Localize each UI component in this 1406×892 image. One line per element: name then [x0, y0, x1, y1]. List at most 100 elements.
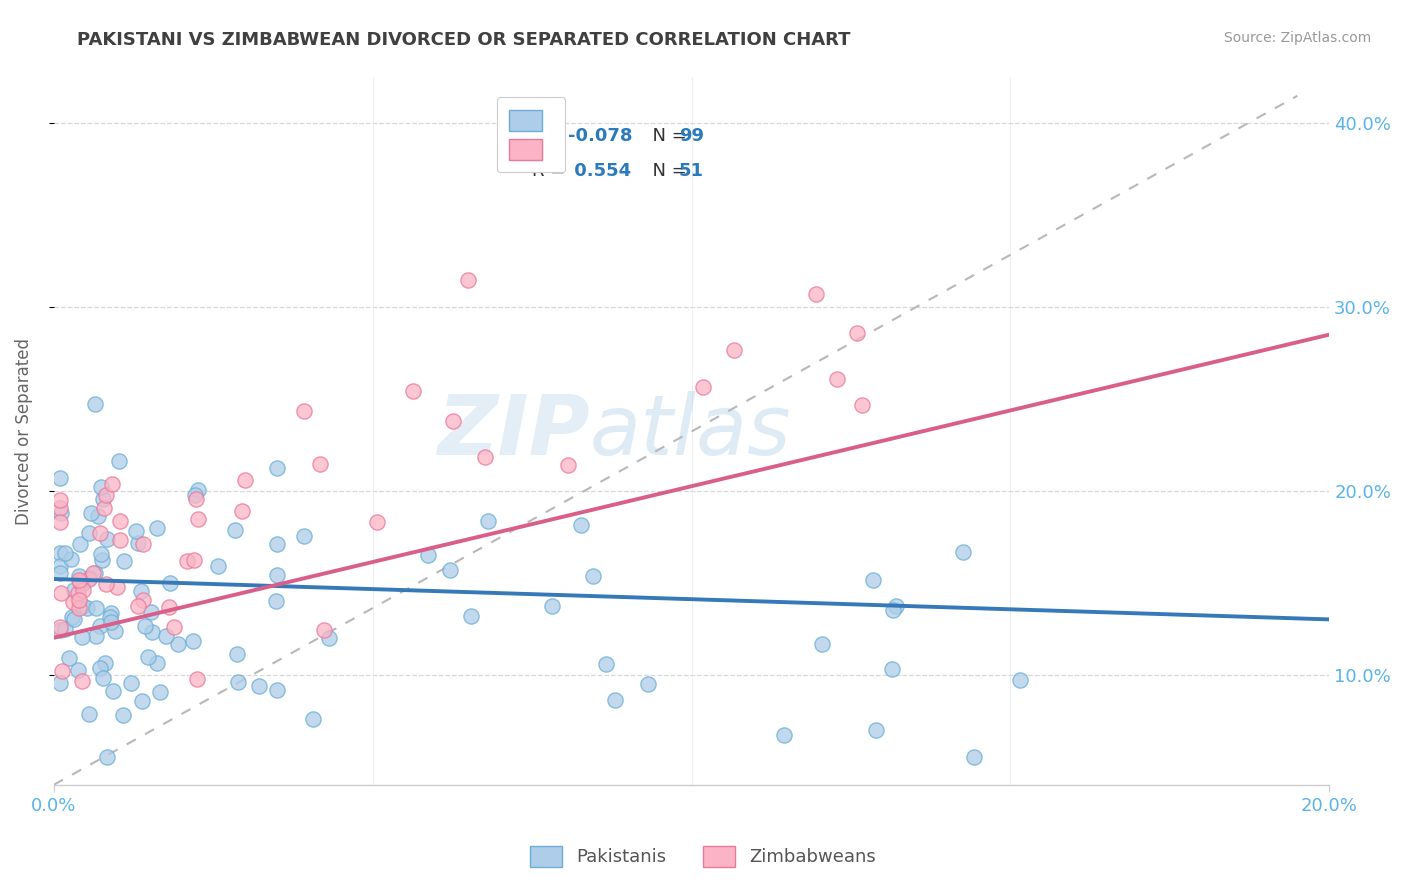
Text: N =: N =	[641, 127, 692, 145]
Point	[72, 599, 94, 613]
Point	[66, 663, 89, 677]
Text: ZIP: ZIP	[437, 391, 589, 472]
Point	[884, 599, 907, 614]
Point	[49, 624, 72, 638]
Point	[557, 458, 579, 472]
Text: 51: 51	[679, 162, 704, 180]
Point	[865, 723, 887, 737]
Point	[146, 521, 169, 535]
Point	[70, 630, 93, 644]
Point	[162, 619, 184, 633]
Text: R =: R =	[531, 162, 571, 180]
Point	[181, 633, 204, 648]
Point	[83, 566, 105, 580]
Point	[125, 524, 148, 538]
Point	[66, 586, 89, 600]
Point	[70, 576, 93, 591]
Text: atlas: atlas	[589, 391, 792, 472]
Point	[127, 535, 149, 549]
Point	[108, 533, 131, 548]
Point	[49, 619, 72, 633]
Point	[53, 623, 76, 637]
Point	[89, 619, 111, 633]
Point	[100, 606, 122, 620]
Point	[292, 403, 315, 417]
Point	[79, 571, 101, 585]
Text: Source: ZipAtlas.com: Source: ZipAtlas.com	[1223, 31, 1371, 45]
Point	[851, 398, 873, 412]
Point	[127, 599, 149, 614]
Point	[60, 610, 83, 624]
Text: N =: N =	[641, 162, 692, 180]
Point	[637, 677, 659, 691]
Point	[266, 568, 288, 582]
Point	[224, 524, 246, 538]
Point	[49, 566, 72, 580]
Point	[79, 506, 101, 520]
Point	[266, 460, 288, 475]
Point	[49, 558, 72, 573]
Point	[187, 511, 209, 525]
Point	[692, 380, 714, 394]
Point	[89, 525, 111, 540]
Point	[457, 272, 479, 286]
Text: 99: 99	[679, 127, 704, 145]
Point	[67, 593, 90, 607]
Point	[72, 673, 94, 688]
Point	[176, 554, 198, 568]
Point	[474, 450, 496, 464]
Point	[86, 630, 108, 644]
Point	[69, 575, 91, 590]
Point	[138, 650, 160, 665]
Point	[292, 529, 315, 543]
Point	[155, 629, 177, 643]
Point	[104, 624, 127, 638]
Point	[100, 609, 122, 624]
Point	[146, 657, 169, 671]
Point	[49, 515, 72, 529]
Point	[49, 675, 72, 690]
Point	[132, 537, 155, 551]
Point	[67, 569, 90, 583]
Point	[67, 573, 90, 587]
Point	[72, 582, 94, 597]
Point	[60, 551, 83, 566]
Point	[186, 672, 208, 686]
Point	[120, 675, 142, 690]
Point	[91, 553, 114, 567]
Point	[63, 612, 86, 626]
Point	[846, 326, 869, 340]
Point	[157, 600, 180, 615]
Point	[77, 706, 100, 721]
Point	[439, 563, 461, 577]
Point	[312, 623, 335, 637]
Point	[418, 548, 440, 562]
Point	[226, 647, 249, 661]
Point	[309, 457, 332, 471]
Point	[83, 397, 105, 411]
Point	[301, 712, 323, 726]
Point	[62, 595, 84, 609]
Point	[100, 615, 122, 629]
Point	[69, 537, 91, 551]
Point	[108, 514, 131, 528]
Point	[247, 679, 270, 693]
Legend: , : ,	[496, 97, 565, 172]
Point	[93, 501, 115, 516]
Point	[226, 675, 249, 690]
Point	[603, 693, 626, 707]
Point	[77, 526, 100, 541]
Point	[952, 544, 974, 558]
Point	[51, 665, 73, 679]
Point	[184, 492, 207, 507]
Point	[87, 509, 110, 524]
Point	[96, 750, 118, 764]
Point	[134, 619, 156, 633]
Point	[112, 554, 135, 568]
Point	[167, 637, 190, 651]
Point	[402, 384, 425, 399]
Point	[53, 546, 76, 560]
Point	[141, 624, 163, 639]
Point	[441, 414, 464, 428]
Point	[129, 584, 152, 599]
